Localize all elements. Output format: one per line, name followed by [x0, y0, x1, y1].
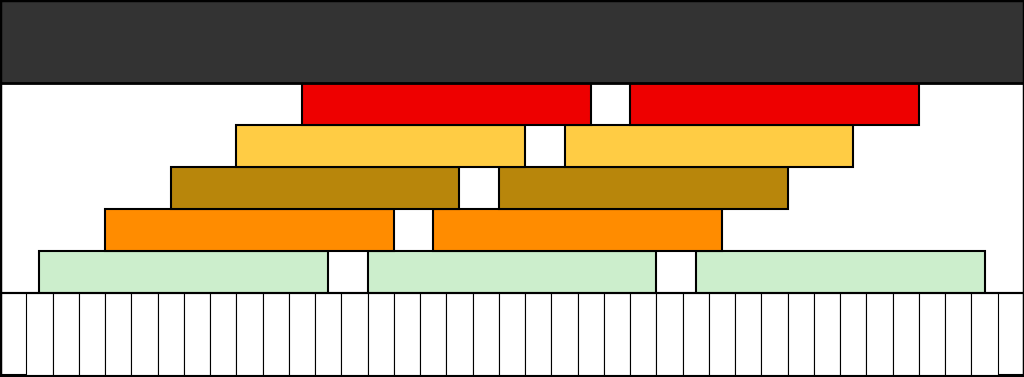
Text: 2.4 GHz WiFi 4, 6, & 7 (802.11 b/g/n/ax/be): 2.4 GHz WiFi 4, 6, & 7 (802.11 b/g/n/ax/… — [278, 32, 746, 51]
Text: 2429 MHz: 2429 MHz — [402, 313, 412, 355]
Text: 2449 MHz: 2449 MHz — [665, 313, 674, 355]
Text: 2455 MHz: 2455 MHz — [743, 313, 753, 355]
Text: 2409 MHz: 2409 MHz — [140, 313, 148, 355]
Text: 2401 MHz: 2401 MHz — [35, 313, 44, 355]
Text: Channel 8 - 2447 MHz: Channel 8 - 2447 MHz — [562, 181, 725, 195]
Text: 2441 MHz: 2441 MHz — [560, 313, 569, 355]
Text: Channel 3 - 2422 MHz: Channel 3 - 2422 MHz — [233, 181, 396, 195]
Text: Channel 4 - 2427 MHz: Channel 4 - 2427 MHz — [299, 139, 462, 153]
Text: 2413 MHz: 2413 MHz — [193, 313, 202, 355]
Text: 2423 MHz: 2423 MHz — [324, 313, 333, 355]
Text: 2457 MHz: 2457 MHz — [770, 313, 779, 355]
Text: 2467 MHz: 2467 MHz — [901, 313, 910, 355]
Text: 2403 MHz: 2403 MHz — [61, 313, 70, 355]
Text: 2435 MHz: 2435 MHz — [481, 313, 490, 355]
Text: 2405 MHz: 2405 MHz — [87, 313, 96, 355]
Text: 2407 MHz: 2407 MHz — [114, 313, 123, 355]
Text: Channel 11 2462 MHz: Channel 11 2462 MHz — [756, 265, 925, 279]
Text: 2433 MHz: 2433 MHz — [455, 313, 464, 355]
Text: 2469 MHz: 2469 MHz — [928, 313, 937, 355]
Text: 2473 MHz: 2473 MHz — [980, 313, 989, 355]
Text: Channel 7 - 2442 MHz: Channel 7 - 2442 MHz — [497, 224, 658, 236]
Text: 2459 MHz: 2459 MHz — [797, 313, 805, 355]
Text: Channel 6 2437 MHz: Channel 6 2437 MHz — [432, 265, 592, 279]
Text: 2445 MHz: 2445 MHz — [612, 313, 622, 355]
Text: 2417 MHz: 2417 MHz — [245, 313, 254, 355]
Text: 2451 MHz: 2451 MHz — [691, 313, 700, 355]
Text: 2463 MHz: 2463 MHz — [849, 313, 858, 355]
Text: 2447 MHz: 2447 MHz — [639, 313, 648, 355]
Text: 2425 MHz: 2425 MHz — [350, 313, 359, 355]
Text: 2465 MHz: 2465 MHz — [876, 313, 884, 355]
Text: Channel 9 - 2452 MHz: Channel 9 - 2452 MHz — [628, 139, 791, 153]
Text: 2427 MHz: 2427 MHz — [376, 313, 385, 355]
Text: 2421 MHz: 2421 MHz — [297, 313, 306, 355]
Text: 2453 MHz: 2453 MHz — [718, 313, 727, 355]
Text: 2437 MHz: 2437 MHz — [508, 313, 516, 355]
Text: 2471 MHz: 2471 MHz — [954, 313, 963, 355]
Text: 2439 MHz: 2439 MHz — [534, 313, 543, 355]
Text: 2443 MHz: 2443 MHz — [587, 313, 595, 355]
Text: Channel 5 - 2432 MHz: Channel 5 - 2432 MHz — [366, 98, 527, 110]
Text: Channel 1 - 2412 MHz: Channel 1 - 2412 MHz — [98, 265, 269, 279]
Text: 2461 MHz: 2461 MHz — [822, 313, 831, 355]
Text: 2411 MHz: 2411 MHz — [166, 313, 175, 355]
Text: Channel 10 - 2457 MHz: Channel 10 - 2457 MHz — [689, 98, 860, 110]
Text: Channel 2 - 2417 MHz: Channel 2 - 2417 MHz — [168, 224, 331, 236]
Text: 2419 MHz: 2419 MHz — [271, 313, 281, 355]
Text: 2431 MHz: 2431 MHz — [429, 313, 437, 355]
Text: 2415 MHz: 2415 MHz — [219, 313, 227, 355]
